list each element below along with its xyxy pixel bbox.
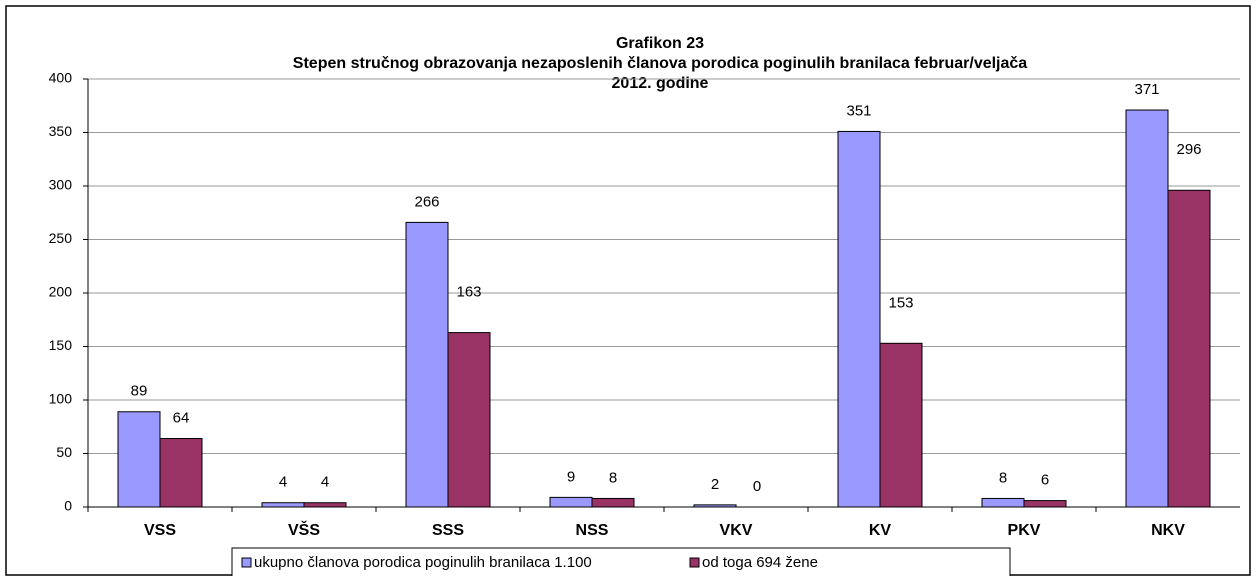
x-tick-label: VSS	[144, 522, 176, 539]
bar	[837, 130, 881, 508]
data-label: 64	[173, 409, 190, 426]
data-label: 163	[456, 284, 481, 301]
bar	[981, 497, 1025, 508]
chart-border	[5, 5, 1251, 576]
bar	[1023, 500, 1067, 508]
y-tick-label: 300	[49, 177, 73, 193]
bar	[447, 332, 491, 508]
x-tick-label: PKV	[1008, 522, 1041, 539]
x-tick-label: KV	[869, 522, 892, 539]
x-tick-label: NKV	[1151, 522, 1185, 539]
legend-box	[231, 547, 1011, 576]
bar	[303, 502, 347, 508]
y-tick-label: 200	[49, 284, 73, 300]
data-label: 6	[1041, 472, 1049, 489]
data-label: 89	[131, 383, 148, 400]
y-tick-label: 250	[49, 230, 73, 246]
data-label: 351	[846, 102, 871, 119]
data-label: 4	[279, 474, 287, 491]
bar	[1125, 109, 1169, 508]
data-label: 4	[321, 474, 329, 491]
bar	[591, 497, 635, 508]
data-label: 266	[414, 193, 439, 210]
y-tick-label: 100	[49, 391, 73, 407]
chart-title: Stepen stručnog obrazovanja nezaposlenih…	[293, 55, 1028, 72]
data-label: 296	[1176, 141, 1201, 158]
bar	[159, 438, 203, 508]
y-tick-label: 150	[49, 337, 73, 353]
y-tick-label: 350	[49, 123, 73, 139]
legend-swatch	[241, 557, 252, 568]
data-label: 153	[888, 294, 913, 311]
bar	[879, 342, 923, 508]
bar	[549, 496, 593, 508]
chart-title: 2012. godine	[612, 75, 709, 92]
data-label: 371	[1134, 81, 1159, 98]
data-label: 9	[567, 468, 575, 485]
data-label: 0	[753, 478, 761, 495]
x-tick-label: NSS	[576, 522, 609, 539]
y-tick-label: 0	[64, 498, 72, 514]
bar	[1167, 189, 1211, 508]
data-label: 8	[999, 469, 1007, 486]
x-tick-label: VKV	[720, 522, 753, 539]
data-label: 2	[711, 476, 719, 493]
y-tick-label: 50	[56, 444, 72, 460]
legend-label: od toga 694 žene	[702, 554, 818, 571]
bar	[405, 221, 449, 508]
bar	[117, 411, 161, 508]
legend-label: ukupno članova porodica poginulih branil…	[254, 554, 592, 571]
chart-title: Grafikon 23	[616, 35, 704, 52]
y-tick-label: 400	[49, 70, 73, 86]
data-label: 8	[609, 469, 617, 486]
legend-swatch	[689, 557, 700, 568]
x-tick-label: VŠS	[288, 520, 320, 539]
x-tick-label: SSS	[432, 522, 464, 539]
bar	[261, 502, 305, 508]
